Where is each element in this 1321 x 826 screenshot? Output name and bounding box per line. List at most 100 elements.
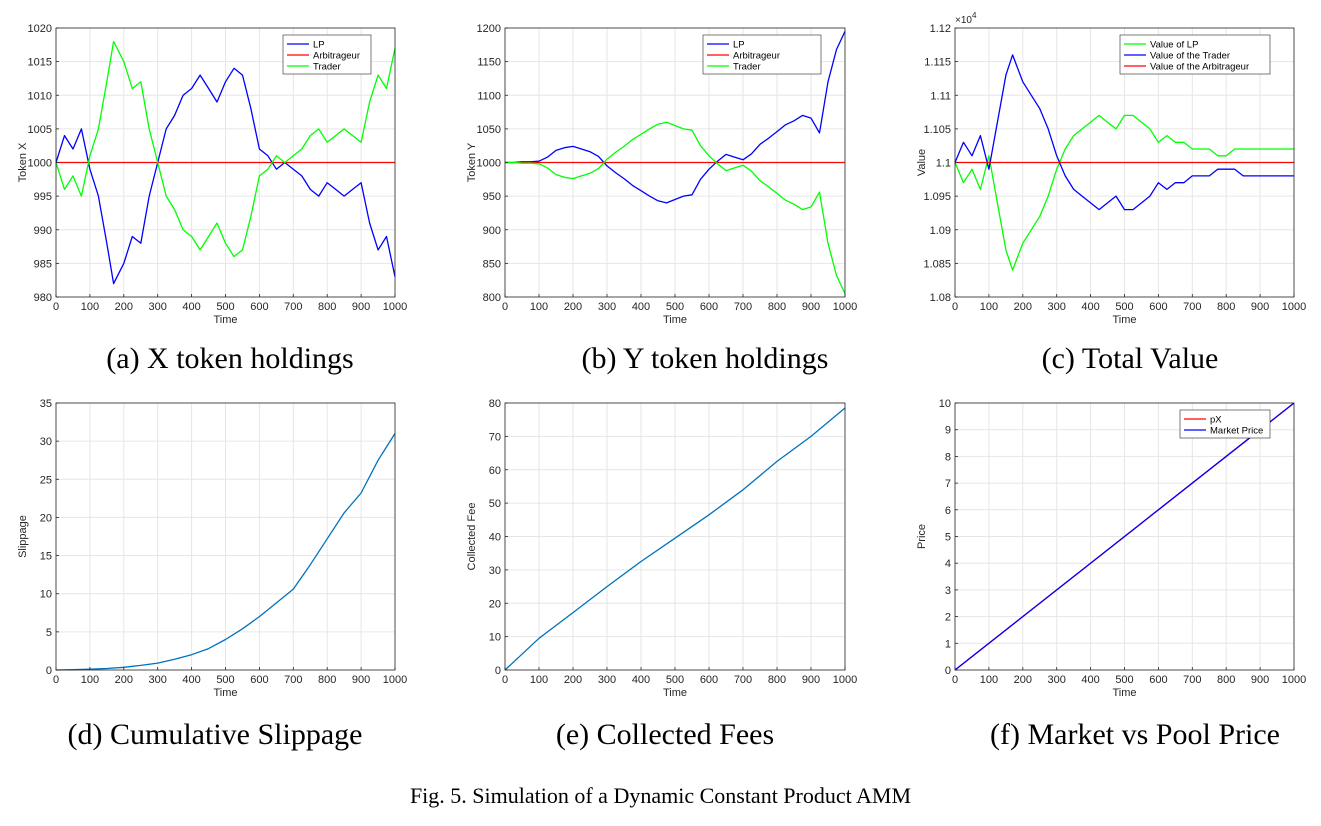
y-axis-label: Token Y bbox=[466, 142, 478, 182]
x-tick-label: 1000 bbox=[833, 301, 857, 313]
series-line-1 bbox=[55, 433, 396, 671]
y-tick-label: 1.105 bbox=[923, 124, 951, 136]
y-tick-label: 40 bbox=[489, 532, 501, 544]
x-tick-label: 1000 bbox=[383, 301, 407, 313]
x-tick-label: 300 bbox=[1048, 301, 1066, 313]
panel-caption-f: (f) Market vs Pool Price bbox=[990, 718, 1280, 751]
y-tick-label: 1.095 bbox=[923, 191, 951, 203]
x-axis-label: Time bbox=[213, 687, 237, 699]
y-tick-label: 4 bbox=[945, 558, 951, 570]
x-tick-label: 800 bbox=[318, 301, 336, 313]
y-tick-label: 1.08 bbox=[930, 292, 951, 304]
series-line-1 bbox=[55, 67, 396, 285]
x-tick-label: 900 bbox=[1251, 301, 1269, 313]
x-tick-label: 200 bbox=[564, 301, 582, 313]
x-tick-label: 0 bbox=[952, 301, 958, 313]
y-tick-label: 50 bbox=[489, 498, 501, 510]
panel-caption-d: (d) Cumulative Slippage bbox=[67, 718, 363, 751]
x-tick-label: 400 bbox=[1081, 674, 1099, 686]
y-tick-label: 1.09 bbox=[930, 225, 951, 237]
y-tick-label: 5 bbox=[46, 627, 52, 639]
y-tick-label: 1100 bbox=[477, 90, 501, 102]
y-axis-label: Collected Fee bbox=[466, 503, 478, 571]
y-tick-label: 980 bbox=[34, 292, 52, 304]
chart-3: 0 100 200 300 400 500 600 700 800 900 1000 1.08 1.08… bbox=[916, 11, 1306, 326]
panel-caption-e: (e) Collected Fees bbox=[555, 718, 775, 751]
y-tick-label: 0 bbox=[945, 665, 951, 677]
x-tick-label: 900 bbox=[802, 674, 820, 686]
x-tick-label: 600 bbox=[1149, 674, 1167, 686]
y-tick-label: 1.1 bbox=[936, 158, 951, 170]
chart-5: 0 100 200 300 400 500 600 700 800 900 1000 0 10 20 30 4… bbox=[466, 398, 857, 699]
y-tick-label: 9 bbox=[945, 425, 951, 437]
y-tick-label: 1.12 bbox=[930, 23, 951, 35]
x-tick-label: 100 bbox=[530, 301, 548, 313]
x-tick-label: 800 bbox=[1217, 301, 1235, 313]
y-tick-label: 1020 bbox=[28, 23, 52, 35]
y-tick-label: 2 bbox=[945, 612, 951, 624]
x-tick-label: 700 bbox=[284, 301, 302, 313]
legend-label: Arbitrageur bbox=[313, 51, 360, 62]
y-tick-label: 1000 bbox=[28, 158, 52, 170]
x-tick-label: 700 bbox=[734, 301, 752, 313]
y-tick-label: 985 bbox=[34, 258, 52, 270]
y-tick-label: 1150 bbox=[477, 57, 501, 69]
x-tick-label: 1000 bbox=[1282, 674, 1306, 686]
legend-label: pX bbox=[1210, 415, 1222, 426]
x-tick-label: 0 bbox=[502, 301, 508, 313]
x-tick-label: 800 bbox=[768, 674, 786, 686]
y-tick-label: 10 bbox=[939, 398, 951, 410]
x-tick-label: 100 bbox=[81, 301, 99, 313]
x-tick-label: 900 bbox=[1251, 674, 1269, 686]
y-tick-label: 1010 bbox=[28, 90, 52, 102]
y-tick-label: 35 bbox=[40, 398, 52, 410]
x-tick-label: 700 bbox=[734, 674, 752, 686]
y-exponent-power: 4 bbox=[972, 11, 977, 20]
x-axis-label: Time bbox=[213, 314, 237, 326]
x-tick-label: 1000 bbox=[1282, 301, 1306, 313]
x-tick-label: 500 bbox=[216, 674, 234, 686]
y-tick-label: 1000 bbox=[477, 158, 501, 170]
y-tick-label: 1005 bbox=[28, 124, 52, 136]
x-axis-label: Time bbox=[1112, 314, 1136, 326]
x-tick-label: 0 bbox=[53, 301, 59, 313]
series-line-2 bbox=[954, 54, 1294, 211]
y-axis-label: Token X bbox=[17, 142, 29, 182]
x-tick-label: 100 bbox=[980, 674, 998, 686]
x-tick-label: 800 bbox=[768, 301, 786, 313]
x-tick-label: 600 bbox=[700, 301, 718, 313]
figure-caption: Fig. 5. Simulation of a Dynamic Constant… bbox=[409, 783, 912, 808]
legend-box bbox=[1179, 409, 1271, 439]
y-tick-label: 20 bbox=[40, 512, 52, 524]
x-tick-label: 400 bbox=[632, 674, 650, 686]
x-tick-label: 600 bbox=[250, 674, 268, 686]
y-tick-label: 30 bbox=[40, 436, 52, 448]
y-tick-label: 1050 bbox=[477, 124, 501, 136]
y-tick-label: 1 bbox=[945, 638, 951, 650]
series-line-3 bbox=[505, 121, 846, 294]
x-tick-label: 0 bbox=[53, 674, 59, 686]
series-line-1 bbox=[505, 31, 846, 204]
y-tick-label: 8 bbox=[945, 451, 951, 463]
y-tick-label: 60 bbox=[489, 465, 501, 477]
x-tick-label: 200 bbox=[1014, 301, 1032, 313]
y-axis-label: Value bbox=[916, 149, 928, 176]
y-tick-label: 950 bbox=[483, 191, 501, 203]
y-tick-label: 1.115 bbox=[924, 57, 951, 69]
chart-2: 0 100 200 300 400 500 600 700 800 900 1000 800 850 90… bbox=[466, 23, 857, 326]
legend-label: LP bbox=[313, 40, 325, 51]
y-tick-label: 850 bbox=[483, 258, 501, 270]
series-line-1 bbox=[504, 407, 846, 671]
y-tick-label: 990 bbox=[34, 225, 52, 237]
y-tick-label: 10 bbox=[489, 632, 501, 644]
x-tick-label: 300 bbox=[598, 674, 616, 686]
x-tick-label: 100 bbox=[980, 301, 998, 313]
x-tick-label: 200 bbox=[1014, 674, 1032, 686]
y-tick-label: 1.11 bbox=[930, 90, 951, 102]
legend-label: LP bbox=[733, 40, 745, 51]
y-axis-label: Price bbox=[916, 524, 928, 549]
